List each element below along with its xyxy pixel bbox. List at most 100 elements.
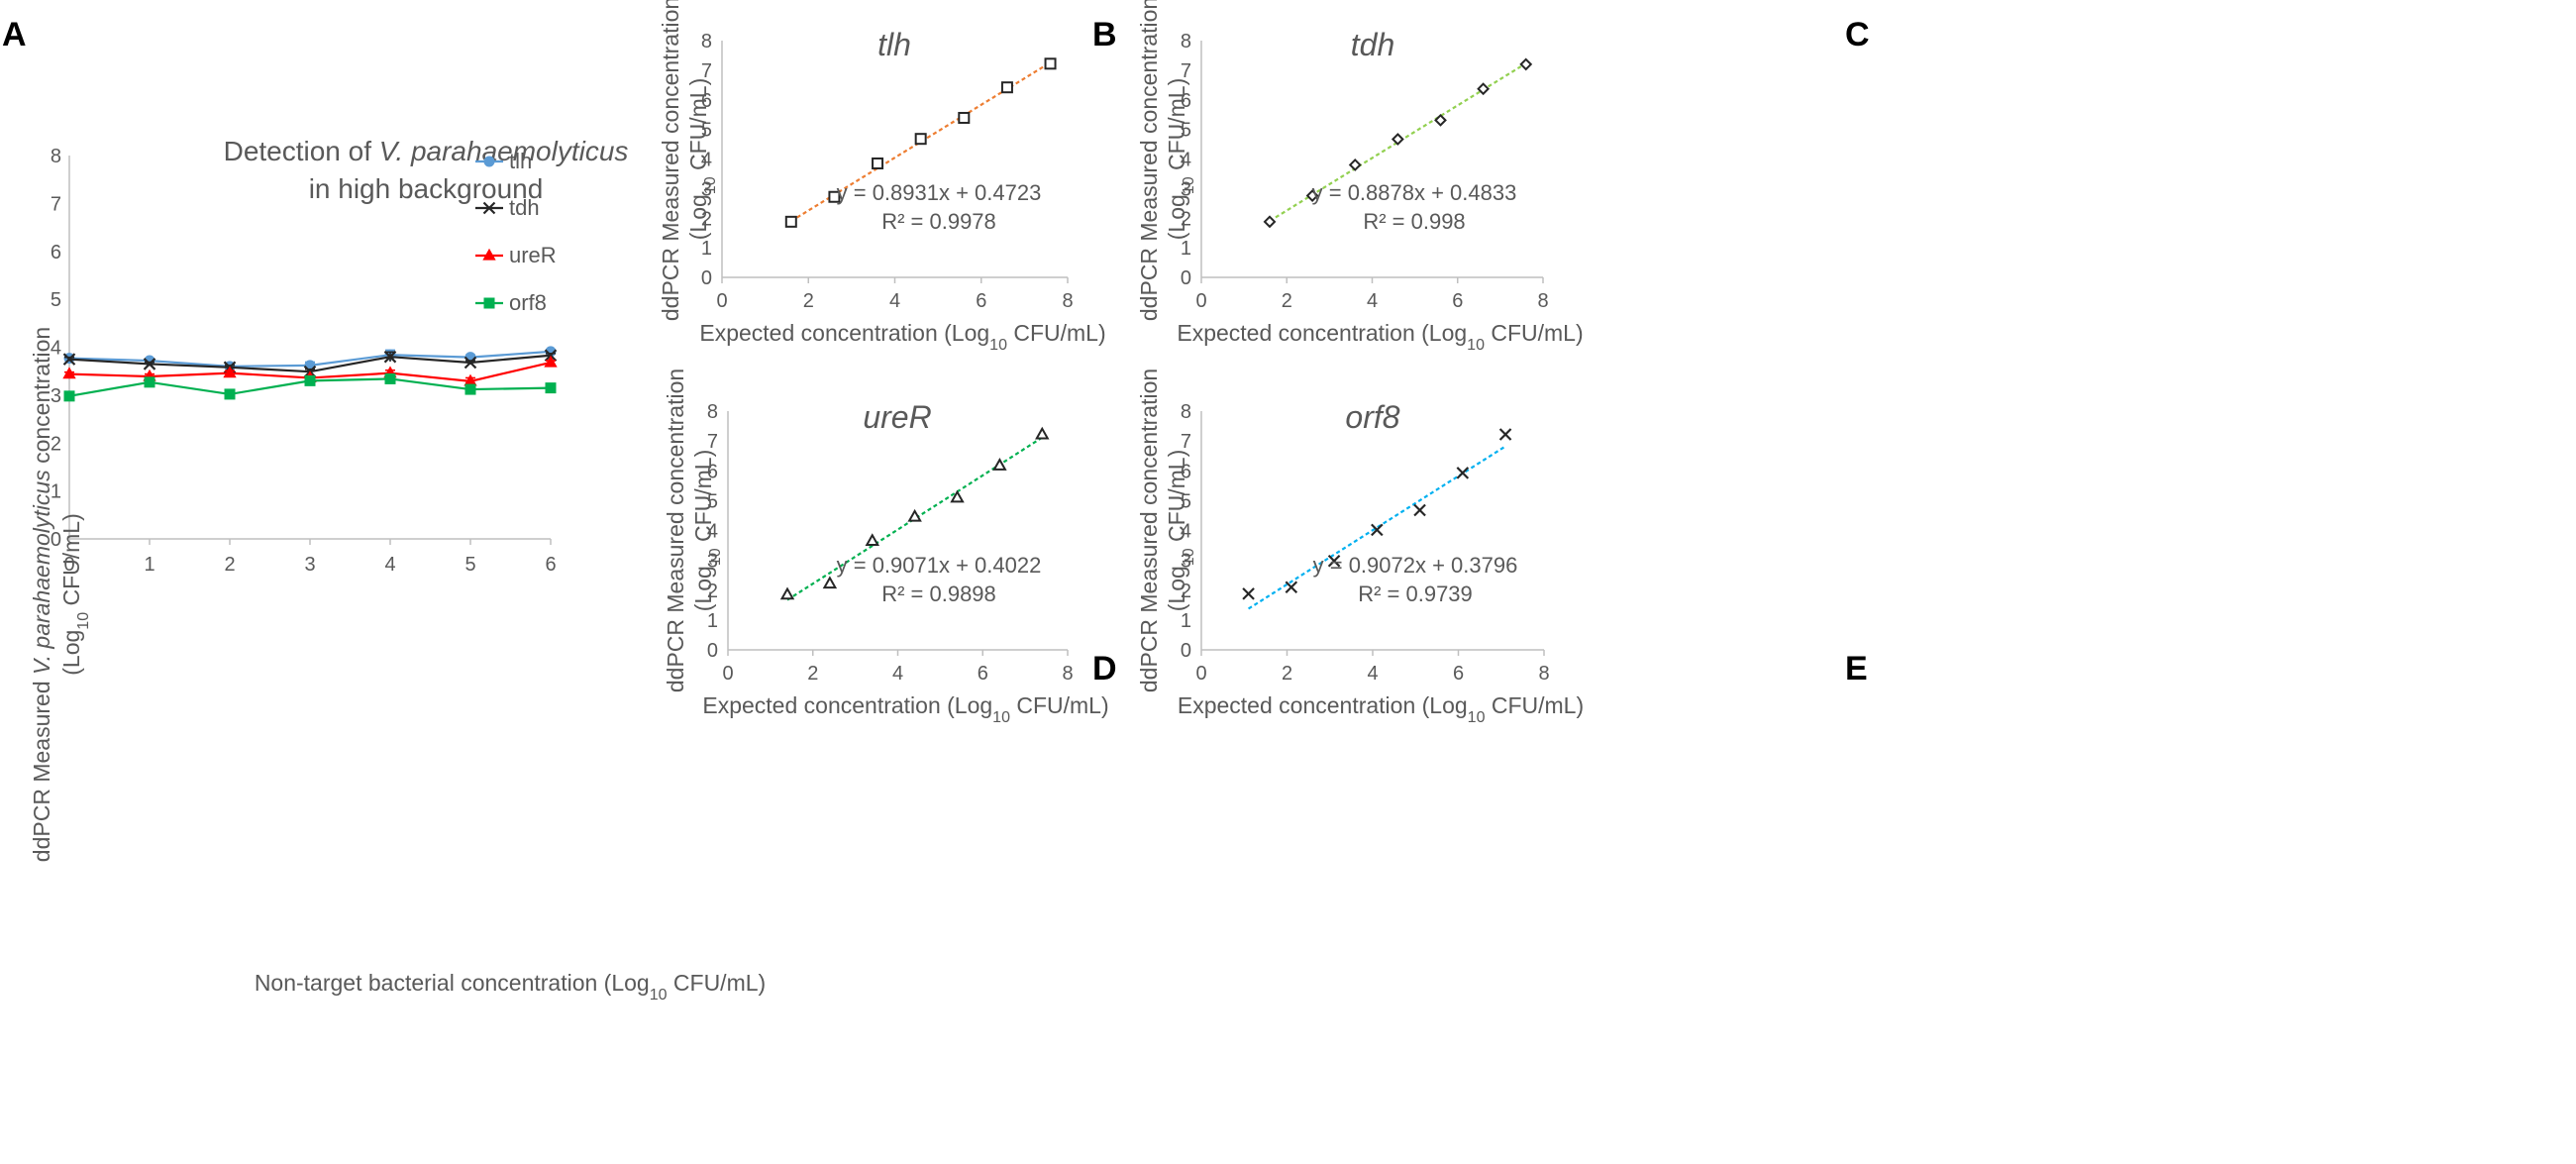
panel-d-x-tick-label: 6 xyxy=(978,663,988,685)
panel-e-x-tick-label: 6 xyxy=(1453,663,1464,685)
panel-b-x-tick-label: 2 xyxy=(803,290,814,312)
panel-a-x-tick-label: 5 xyxy=(464,554,475,576)
panel-a-legend-marker xyxy=(485,158,494,166)
panel-a-xlabel-sub: 10 xyxy=(650,987,668,1004)
panel-e-point xyxy=(1243,588,1254,599)
panel-b-point xyxy=(1046,58,1056,68)
panel-b-xlabel-sub: 10 xyxy=(989,337,1007,354)
panel-a-point-orf8 xyxy=(306,376,315,385)
panel-a-title-prefix: Detection of xyxy=(224,136,379,166)
panel-e-xlabel-pre: Expected concentration (Log xyxy=(1178,692,1468,718)
panel-d-x-tick-label: 4 xyxy=(892,663,903,685)
panel-e-r-squared: R² = 0.9739 xyxy=(1358,582,1473,606)
panel-a-y-tick-label: 8 xyxy=(51,146,61,167)
panel-b-point xyxy=(1002,82,1012,92)
panel-c-xlabel-sub: 10 xyxy=(1467,337,1485,354)
panel-a-title-italic: V. parahaemolyticus xyxy=(379,136,629,166)
panel-a-legend-label: tlh xyxy=(509,149,532,173)
panel-c-title: tdh xyxy=(1351,27,1394,62)
panel-b-point xyxy=(959,113,969,123)
panel-b-x-tick-label: 4 xyxy=(889,290,900,312)
panel-e-y-axis-label-line1: ddPCR Measured concentration xyxy=(1136,369,1162,692)
panel-b-ylabel2-pre: (Log xyxy=(685,194,711,240)
panel-e-ylabel2-post: CFU/mL) xyxy=(1164,450,1189,549)
panel-e-equation: y = 0.9072x + 0.3796 xyxy=(1313,553,1518,578)
panel-a-point-orf8 xyxy=(466,385,475,394)
panel-e-title: orf8 xyxy=(1345,399,1399,435)
panel-b-ylabel2-post: CFU/mL) xyxy=(685,78,711,177)
figure: A B C D E Detection of V. parahaemolytic… xyxy=(0,0,2576,1164)
panel-c-y-axis-label-line1: ddPCR Measured concentration xyxy=(1136,0,1162,321)
panel-d-xlabel-pre: Expected concentration (Log xyxy=(702,692,992,718)
panel-b-title: tlh xyxy=(877,27,911,62)
panel-a-point-orf8 xyxy=(65,391,74,400)
panel-d-x-tick-label: 2 xyxy=(807,663,818,685)
panel-e-y-tick-label: 1 xyxy=(1181,610,1191,632)
panel-a-x-tick-label: 3 xyxy=(304,554,315,576)
panel-d-point xyxy=(824,578,835,587)
panel-e-point xyxy=(1286,582,1296,592)
panel-a-xlabel-post: CFU/mL) xyxy=(668,970,767,996)
panel-c-y-tick-label: 1 xyxy=(1181,238,1191,260)
panel-c-y-tick-label: 8 xyxy=(1181,31,1191,53)
panel-e-point xyxy=(1414,505,1425,516)
panel-a-legend-label: tdh xyxy=(509,195,540,220)
panel-d-ylabel2-pre: (Log xyxy=(690,566,716,611)
panel-c-point xyxy=(1392,134,1402,144)
panel-d-title: ureR xyxy=(863,399,931,435)
panel-b-y-axis-label-line2: (Log10 CFU/mL) xyxy=(685,78,719,241)
panel-b-xlabel-pre: Expected concentration (Log xyxy=(699,320,989,346)
panel-letter-b: B xyxy=(1092,16,1117,53)
panel-e-ylabel2-pre: (Log xyxy=(1164,566,1189,611)
panel-e-x-tick-label: 4 xyxy=(1367,663,1378,685)
panel-c-x-tick-label: 8 xyxy=(1537,290,1548,312)
panel-d-r-squared: R² = 0.9898 xyxy=(881,582,996,606)
panel-e-y-axis-label-line2: (Log10 CFU/mL) xyxy=(1164,450,1197,612)
panel-a-legend-label: orf8 xyxy=(509,290,547,315)
panel-d-y-tick-label: 1 xyxy=(707,610,718,632)
panel-c-ylabel2-post: CFU/mL) xyxy=(1164,78,1189,177)
panel-a-y-tick-label: 6 xyxy=(51,242,61,264)
panel-a-y-tick-label: 7 xyxy=(51,193,61,215)
panel-a-ylabel-italic: V. parahaemolyticus xyxy=(29,470,54,675)
panel-d-equation: y = 0.9071x + 0.4022 xyxy=(837,553,1042,578)
panel-a-legend-label: ureR xyxy=(509,243,557,267)
panel-d-x-axis-label: Expected concentration (Log10 CFU/mL) xyxy=(702,692,1108,726)
panel-a-point-orf8 xyxy=(547,383,556,392)
panel-a-x-tick-label: 2 xyxy=(224,554,235,576)
panel-d-ylabel2-sub: 10 xyxy=(707,548,724,566)
panel-a-ylabel-pre: ddPCR Measured xyxy=(29,675,54,862)
panel-e-chart: orf80123456780 2 4 6 8y = 0.9072x + 0.3796R²… xyxy=(1136,369,1584,726)
panel-a-point-orf8 xyxy=(146,377,155,386)
panel-b-ylabel2-sub: 10 xyxy=(702,176,719,194)
panel-c-y-axis-label-line2: (Log10 CFU/mL) xyxy=(1164,78,1197,241)
panel-a-chart: Detection of V. parahaemolyticus in high… xyxy=(29,136,766,1004)
panel-c-point xyxy=(1436,115,1446,125)
panel-letter-c: C xyxy=(1845,16,1870,53)
panel-d-y-axis-label-line1: ddPCR Measured concentration xyxy=(663,369,688,692)
panel-a-legend-item-ureR: ureR xyxy=(475,243,557,267)
panel-b-xlabel-post: CFU/mL) xyxy=(1007,320,1106,346)
panel-a-x-tick-label: 4 xyxy=(384,554,395,576)
panel-c-xlabel-pre: Expected concentration (Log xyxy=(1177,320,1467,346)
panel-b-chart: tlh0123456780 2 4 6 8y = 0.8931x + 0.4723R² … xyxy=(658,0,1106,354)
panel-d-y-tick-label: 0 xyxy=(707,640,718,662)
panel-b-equation: y = 0.8931x + 0.4723 xyxy=(837,180,1042,205)
panel-d-x-tick-label: 8 xyxy=(1062,663,1073,685)
panel-a-ylabel-post: concentration xyxy=(29,327,54,470)
panel-a-x-axis-label: Non-target bacterial concentration (Log1… xyxy=(255,970,766,1004)
panel-e-x-tick-label: 2 xyxy=(1282,663,1292,685)
panel-e-y-tick-label: 8 xyxy=(1181,401,1191,423)
panel-e-x-tick-label: 8 xyxy=(1538,663,1549,685)
panel-c-x-tick-label: 4 xyxy=(1367,290,1378,312)
panel-b-x-axis-label: Expected concentration (Log10 CFU/mL) xyxy=(699,320,1105,354)
panel-c-equation: y = 0.8878x + 0.4833 xyxy=(1312,180,1517,205)
panel-c-x-tick-label: 6 xyxy=(1452,290,1463,312)
panel-b-x-tick-label: 8 xyxy=(1062,290,1073,312)
panel-a-point-orf8 xyxy=(226,389,235,398)
panel-d-ylabel2-post: CFU/mL) xyxy=(690,450,716,549)
panel-a-series-tlh xyxy=(64,347,556,370)
panel-c-x-tick-label: 0 xyxy=(1195,290,1206,312)
panel-a-title-line1: Detection of V. parahaemolyticus xyxy=(224,136,629,166)
panel-b-y-tick-label: 8 xyxy=(701,31,712,53)
